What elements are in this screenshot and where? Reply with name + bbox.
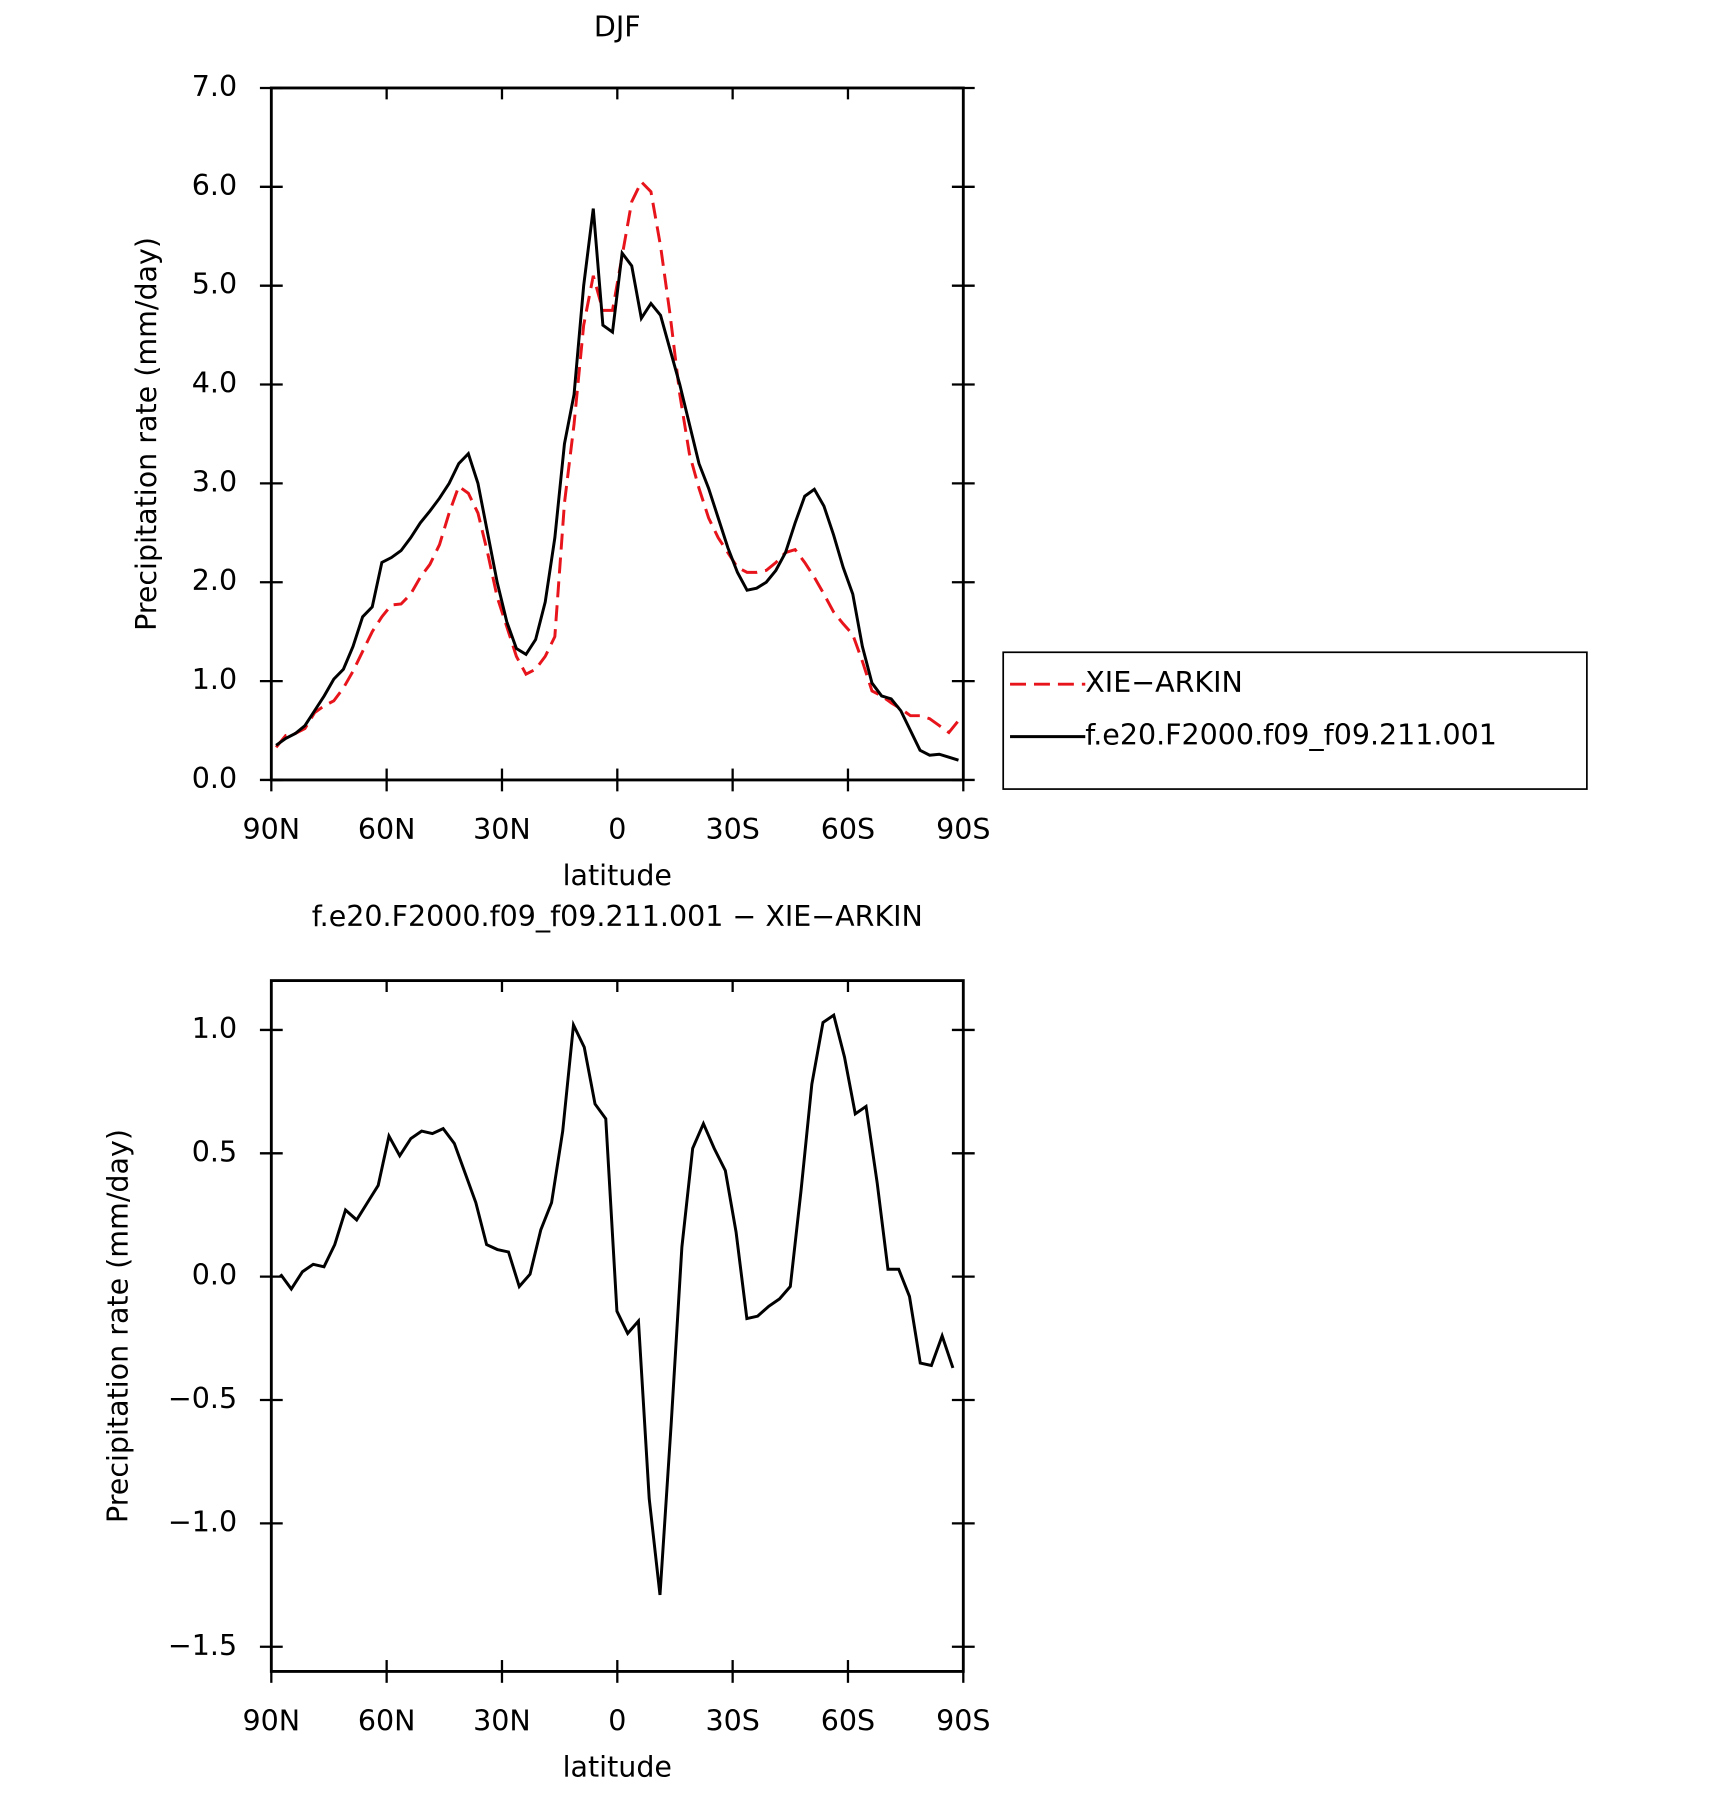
y-tick-label: 2.0 [192, 564, 237, 597]
y-tick-label: 1.0 [192, 663, 237, 696]
data-line [274, 179, 960, 749]
x-tick-label: 60N [358, 813, 416, 846]
x-tick-label: 30S [705, 1705, 759, 1738]
legend-box [1002, 651, 1588, 790]
x-tick-label: 0 [608, 813, 626, 846]
legend-label: f.e20.F2000.f09_f09.211.001 [1085, 719, 1497, 752]
x-tick-label: 60N [358, 1705, 416, 1738]
y-tick-label: 3.0 [192, 465, 237, 498]
chart-title: f.e20.F2000.f09_f09.211.001 − XIE−ARKIN [312, 900, 923, 933]
x-tick-label: 30S [705, 813, 759, 846]
x-tick-label: 90S [936, 813, 990, 846]
x-axis-label: latitude [563, 859, 672, 892]
y-tick-label: 0.0 [192, 762, 237, 795]
chart-title: DJF [594, 11, 641, 44]
plot-frame [269, 979, 965, 1673]
y-tick-label: −1.5 [168, 1629, 237, 1662]
x-tick-label: 30N [473, 813, 531, 846]
data-line [279, 1012, 955, 1596]
y-tick-label: 6.0 [192, 169, 237, 202]
data-line [275, 208, 959, 762]
y-tick-label: 0.5 [192, 1135, 237, 1168]
y-tick-label: −0.5 [168, 1382, 237, 1415]
y-tick-label: 0.0 [192, 1259, 237, 1292]
x-tick-label: 90N [243, 1705, 301, 1738]
y-tick-label: 7.0 [192, 70, 237, 103]
y-tick-label: 1.0 [192, 1012, 237, 1045]
x-tick-label: 30N [473, 1705, 531, 1738]
x-tick-label: 90N [243, 813, 301, 846]
y-axis-label: Precipitation rate (mm/day) [102, 1129, 135, 1523]
y-tick-label: −1.0 [168, 1505, 237, 1538]
x-tick-label: 90S [936, 1705, 990, 1738]
x-tick-label: 60S [821, 813, 875, 846]
y-axis-label: Precipitation rate (mm/day) [130, 237, 163, 631]
x-axis-label: latitude [563, 1750, 672, 1783]
x-tick-label: 0 [608, 1705, 626, 1738]
plot-frame [269, 86, 965, 782]
y-tick-label: 4.0 [192, 367, 237, 400]
x-tick-label: 60S [821, 1705, 875, 1738]
y-tick-label: 5.0 [192, 268, 237, 301]
legend-label: XIE−ARKIN [1085, 666, 1243, 699]
